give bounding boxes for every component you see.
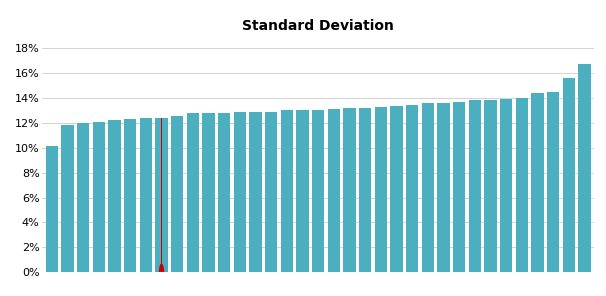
Bar	[375, 107, 387, 272]
Bar	[139, 118, 152, 272]
Bar	[161, 118, 162, 272]
Bar	[45, 147, 58, 272]
Bar	[202, 113, 215, 272]
Bar	[328, 109, 340, 272]
Bar	[281, 110, 293, 272]
Bar	[422, 103, 434, 272]
Bar	[124, 119, 136, 272]
Bar	[500, 99, 513, 272]
Bar	[531, 94, 544, 272]
Bar	[468, 100, 481, 272]
Bar	[108, 120, 121, 272]
Bar	[296, 110, 308, 272]
Bar	[453, 102, 465, 272]
Bar	[484, 100, 497, 272]
Bar	[578, 64, 591, 272]
Bar	[61, 125, 74, 272]
Bar	[218, 113, 230, 272]
Bar	[249, 112, 262, 272]
Bar	[77, 123, 90, 272]
Bar	[390, 106, 403, 272]
Bar	[312, 110, 324, 272]
Bar	[343, 108, 356, 272]
Bar	[233, 112, 246, 272]
Bar	[562, 78, 575, 272]
Title: Standard Deviation: Standard Deviation	[242, 19, 394, 33]
Bar	[93, 122, 105, 272]
Bar	[516, 98, 528, 272]
Bar	[359, 108, 371, 272]
Bar	[437, 103, 450, 272]
Bar	[171, 116, 184, 272]
Bar	[187, 113, 199, 272]
Bar	[406, 105, 418, 272]
Bar	[265, 112, 278, 272]
Bar	[155, 118, 168, 272]
Bar	[547, 92, 559, 272]
